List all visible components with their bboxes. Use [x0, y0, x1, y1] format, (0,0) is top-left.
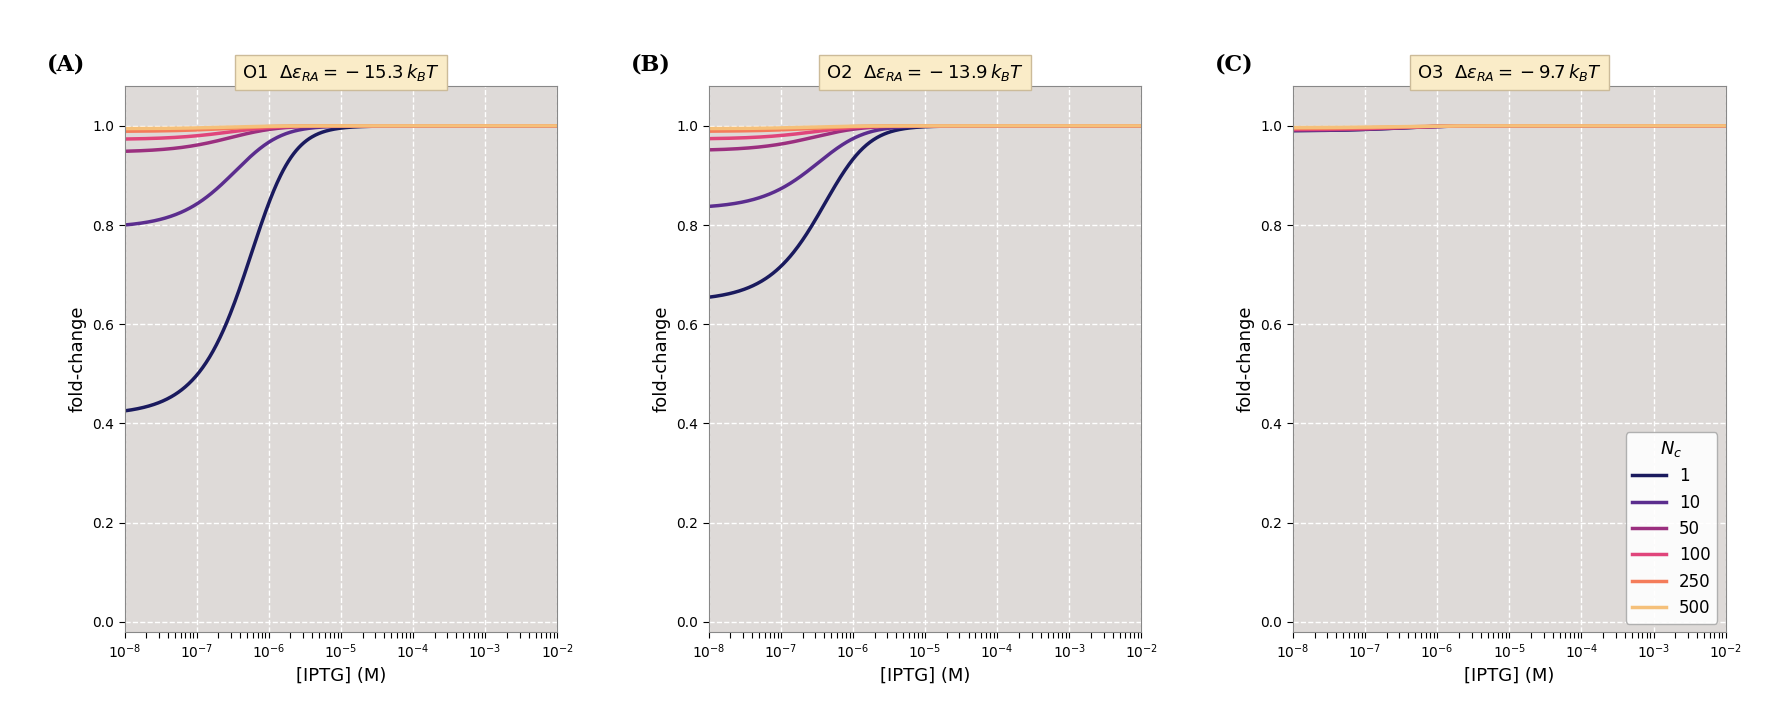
Y-axis label: fold-change: fold-change: [69, 306, 87, 412]
Y-axis label: fold-change: fold-change: [1236, 306, 1254, 412]
Text: (A): (A): [46, 53, 85, 75]
Title: $\mathregular{O1}$  $\Delta\varepsilon_{RA} = -15.3\, k_BT$: $\mathregular{O1}$ $\Delta\varepsilon_{R…: [242, 62, 439, 83]
Text: (C): (C): [1215, 53, 1254, 75]
Legend: 1, 10, 50, 100, 250, 500: 1, 10, 50, 100, 250, 500: [1626, 432, 1717, 623]
Title: $\mathregular{O3}$  $\Delta\varepsilon_{RA} = -9.7\, k_BT$: $\mathregular{O3}$ $\Delta\varepsilon_{R…: [1416, 62, 1601, 83]
Y-axis label: fold-change: fold-change: [653, 306, 671, 412]
Title: $\mathregular{O2}$  $\Delta\varepsilon_{RA} = -13.9\, k_BT$: $\mathregular{O2}$ $\Delta\varepsilon_{R…: [825, 62, 1025, 83]
X-axis label: [IPTG] (M): [IPTG] (M): [1464, 666, 1555, 684]
X-axis label: [IPTG] (M): [IPTG] (M): [881, 666, 970, 684]
Text: (B): (B): [632, 53, 671, 75]
X-axis label: [IPTG] (M): [IPTG] (M): [295, 666, 386, 684]
